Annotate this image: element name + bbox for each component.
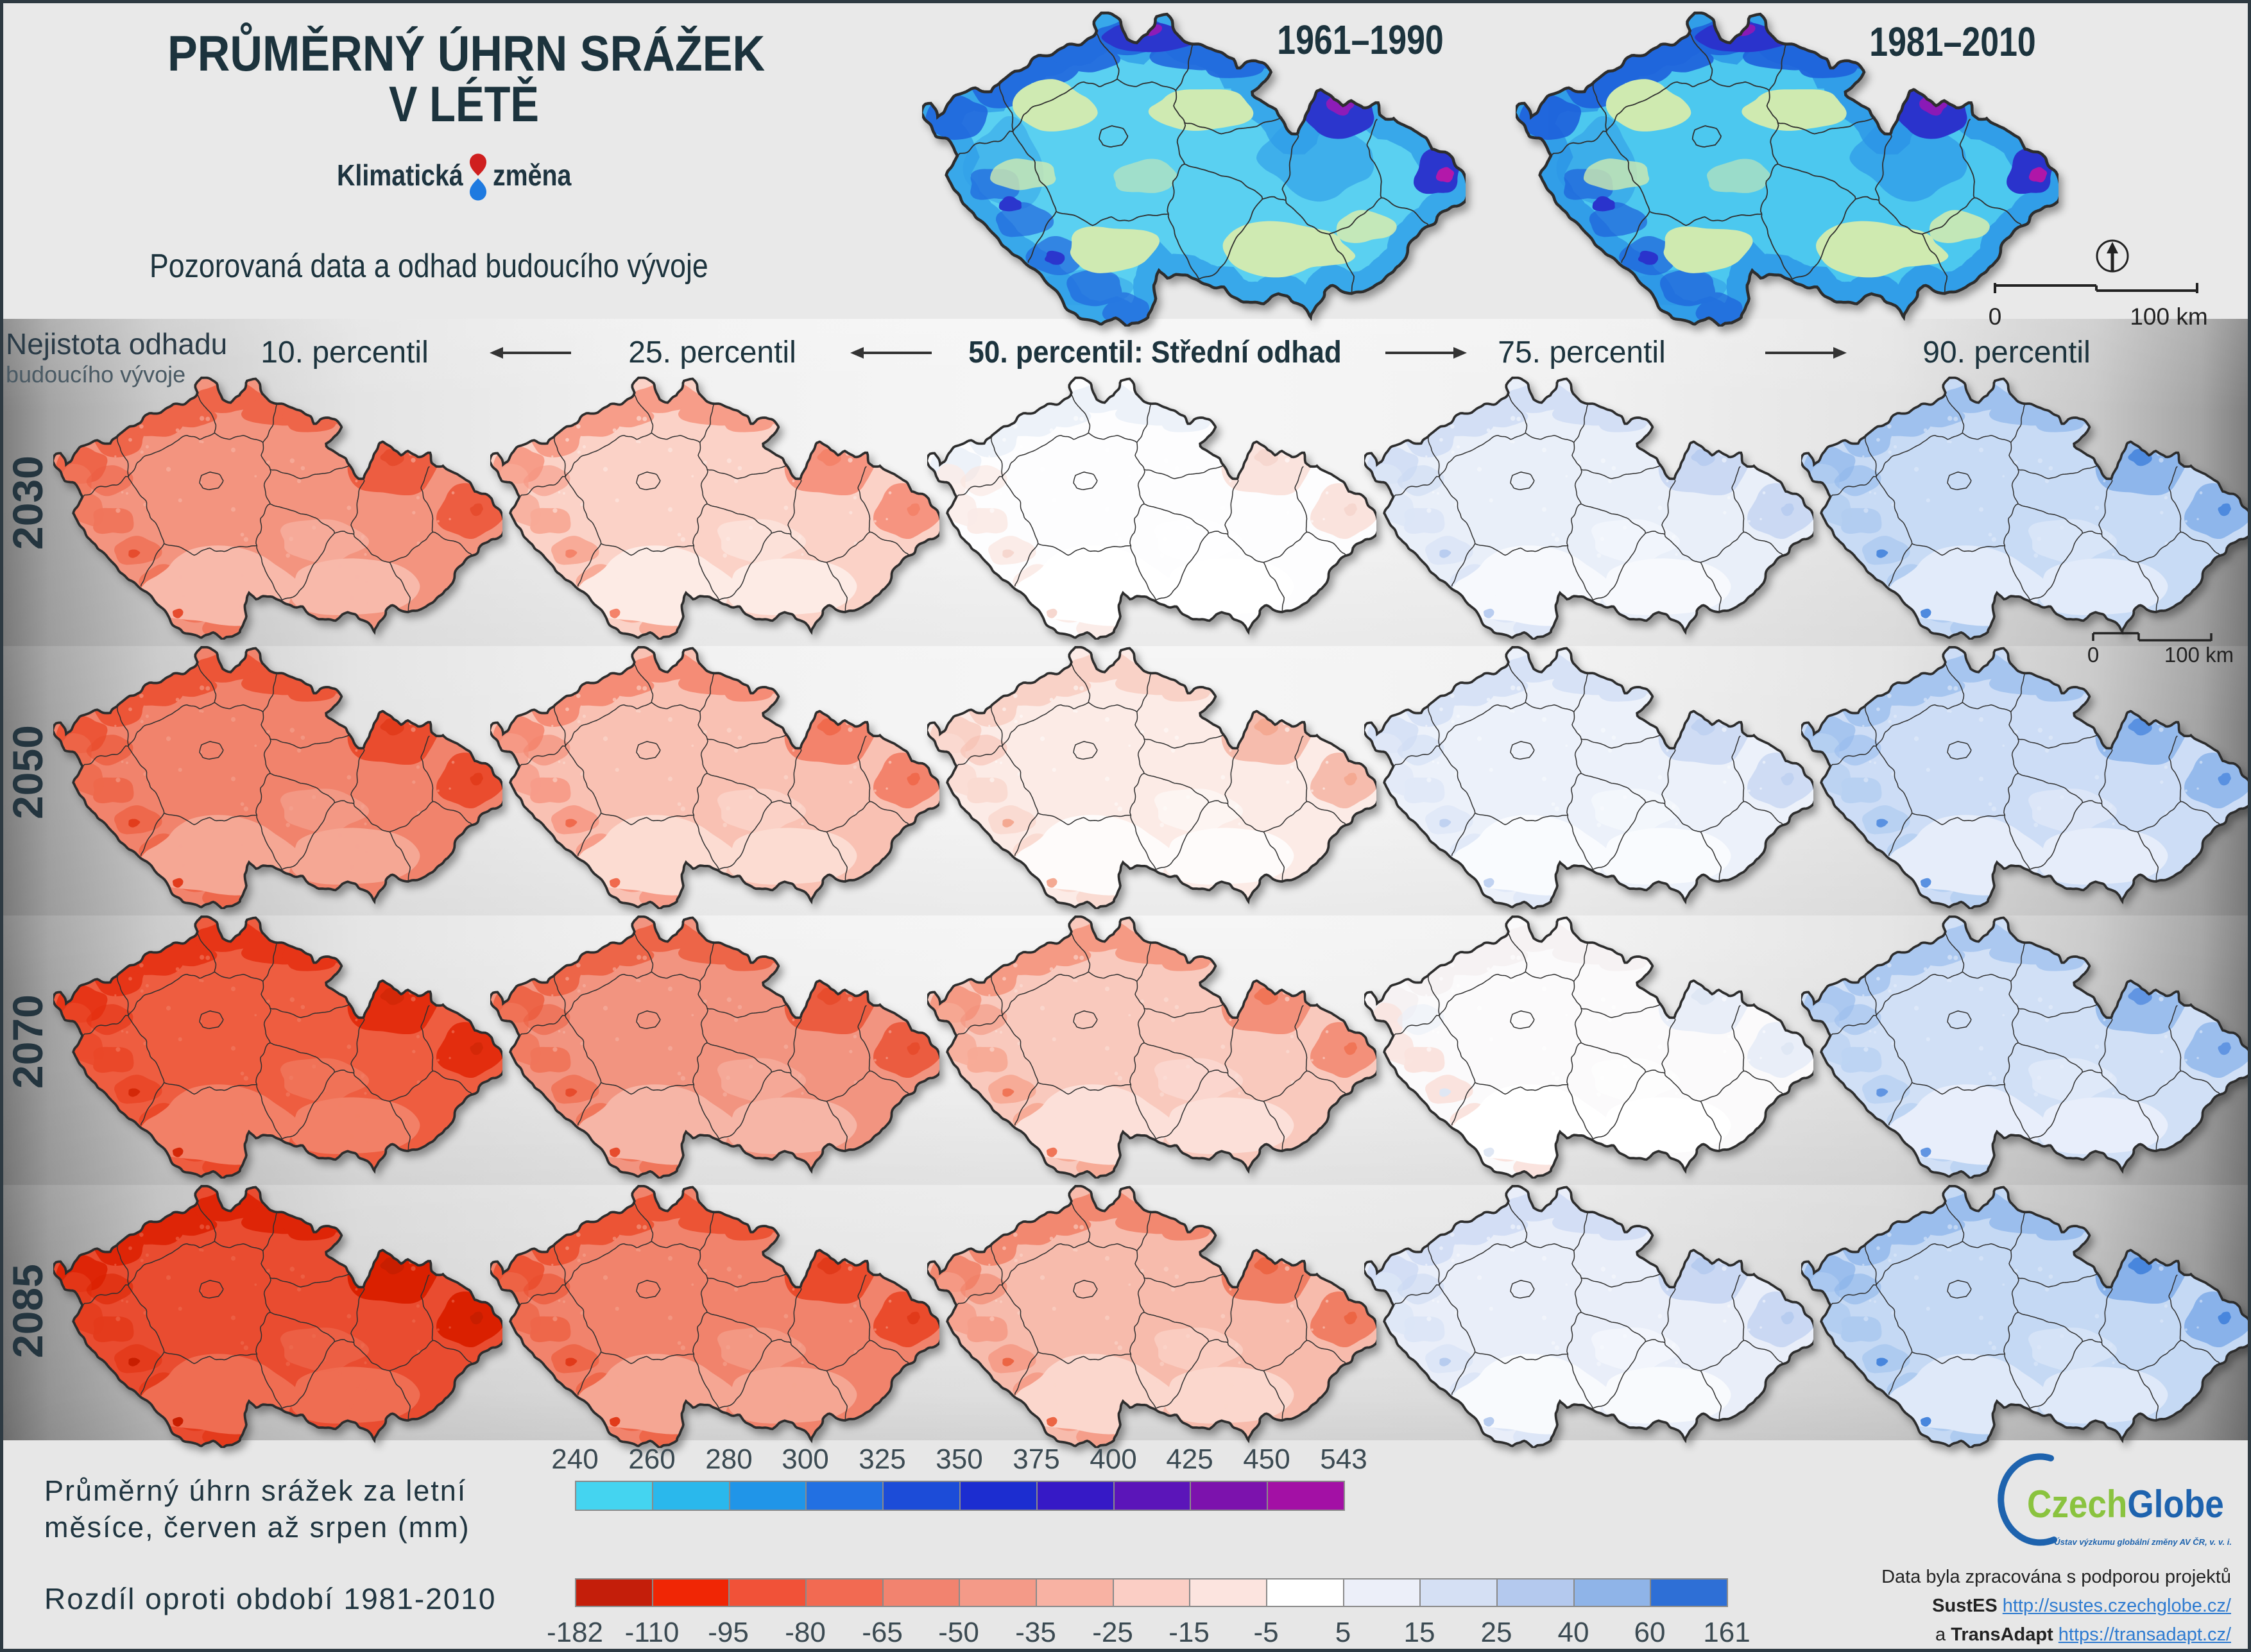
svg-text:100 km: 100 km <box>2164 643 2234 667</box>
svg-text:0: 0 <box>1989 303 2002 330</box>
svg-text:100 km: 100 km <box>2130 303 2207 330</box>
svg-text:0: 0 <box>2087 643 2099 667</box>
svg-text:Ústav výzkumu globální změny A: Ústav výzkumu globální změny AV ČR, v. v… <box>2054 1537 2232 1547</box>
svg-text:CzechGlobe: CzechGlobe <box>2027 1483 2224 1526</box>
